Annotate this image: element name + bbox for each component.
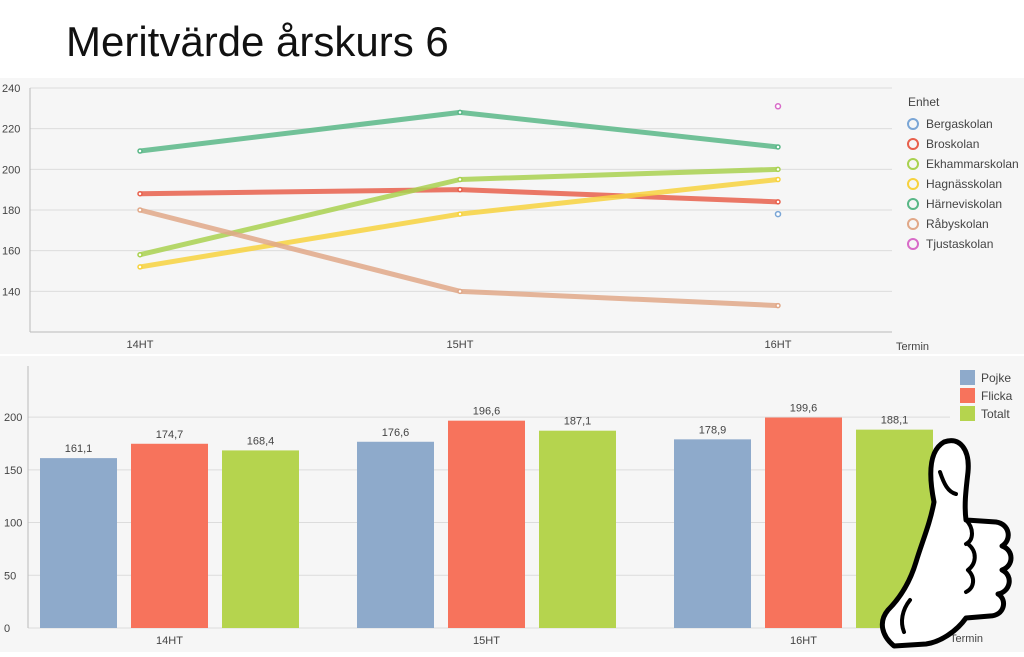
bar [674, 439, 751, 628]
legend-marker [907, 118, 919, 130]
x-axis-label: Termin [950, 633, 983, 645]
legend-swatch [960, 406, 975, 421]
data-point [137, 207, 143, 213]
x-axis-label: Termin [896, 341, 929, 353]
x-tick-label: 14HT [127, 339, 154, 351]
data-point [457, 109, 463, 116]
legend-title: Enhet [908, 95, 940, 109]
data-label: 176,6 [382, 427, 410, 439]
data-point [774, 210, 782, 218]
data-point [457, 211, 463, 217]
data-point [137, 148, 143, 154]
data-label: 174,7 [156, 429, 184, 441]
bar [40, 458, 117, 628]
data-point [457, 176, 463, 183]
x-tick-label: 15HT [473, 635, 500, 647]
data-point [137, 190, 143, 197]
data-label: 187,1 [564, 416, 592, 428]
legend-label: Tjustaskolan [926, 237, 993, 251]
legend-marker [907, 158, 919, 170]
y-tick-label: 100 [4, 518, 22, 530]
x-tick-label: 16HT [790, 635, 817, 647]
data-point [775, 144, 781, 150]
legend-label: Råbyskolan [926, 217, 989, 231]
bar [448, 420, 525, 628]
data-label: 196,6 [473, 406, 501, 418]
y-tick-label: 0 [4, 623, 10, 635]
bar [539, 430, 616, 628]
y-tick-label: 160 [2, 246, 20, 258]
legend-label: Broskolan [926, 137, 979, 151]
data-label: 199,6 [790, 403, 818, 415]
legend-label: Pojke [981, 371, 1011, 385]
data-label: 161,1 [65, 443, 93, 455]
y-tick-label: 240 [2, 83, 20, 95]
bar [131, 443, 208, 628]
line-chart: 140 160 180 200 220 240 14HT 15HT 16HT Termin Enhe… [2, 83, 1019, 353]
data-label: 188,1 [881, 415, 909, 427]
data-point [774, 103, 782, 110]
data-point [775, 166, 781, 173]
page-title: Meritvärde årskurs 6 [66, 18, 449, 65]
data-point [137, 264, 143, 270]
series-line [137, 109, 781, 154]
legend-label: Flicka [981, 389, 1013, 403]
data-point [457, 186, 463, 193]
data-point [775, 176, 781, 183]
bar [765, 417, 842, 628]
y-tick-label: 150 [4, 465, 22, 477]
data-label: 178,9 [699, 424, 727, 436]
legend-label: Hagnässkolan [926, 177, 1002, 191]
thumbs-up-icon [879, 438, 1014, 649]
bar-chart-panel: 0 50 100 150 200 161,1 174,7 168,4 14HT 176,6 196,… [0, 356, 1024, 652]
legend-marker [907, 138, 919, 150]
bar [222, 450, 299, 628]
bar-chart: 0 50 100 150 200 161,1 174,7 168,4 14HT 176,6 196,… [4, 366, 1013, 647]
data-label: 168,4 [247, 435, 275, 447]
x-tick-label: 15HT [447, 339, 474, 351]
legend-label: Totalt [981, 407, 1010, 421]
y-tick-label: 140 [2, 286, 20, 298]
y-tick-label: 200 [4, 412, 22, 424]
legend-marker [907, 198, 919, 210]
legend-label: Ekhammarskolan [926, 157, 1019, 171]
line-chart-panel: 140 160 180 200 220 240 14HT 15HT 16HT Termin Enhe… [0, 78, 1024, 354]
data-point [457, 288, 463, 295]
legend-label: Bergaskolan [926, 117, 993, 131]
legend-swatch [960, 370, 975, 385]
y-tick-label: 220 [2, 124, 20, 136]
y-tick-label: 180 [2, 205, 20, 217]
legend-marker [907, 218, 919, 230]
y-tick-label: 200 [2, 164, 20, 176]
bar [357, 441, 434, 628]
legend-swatch [960, 388, 975, 403]
x-tick-label: 16HT [765, 339, 792, 351]
data-point [137, 251, 143, 258]
legend-marker [907, 178, 919, 190]
legend-label: Härneviskolan [926, 197, 1002, 211]
data-point [775, 302, 781, 309]
data-point [775, 199, 781, 205]
x-tick-label: 14HT [156, 635, 183, 647]
y-tick-label: 50 [4, 570, 16, 582]
legend-marker [907, 238, 919, 250]
